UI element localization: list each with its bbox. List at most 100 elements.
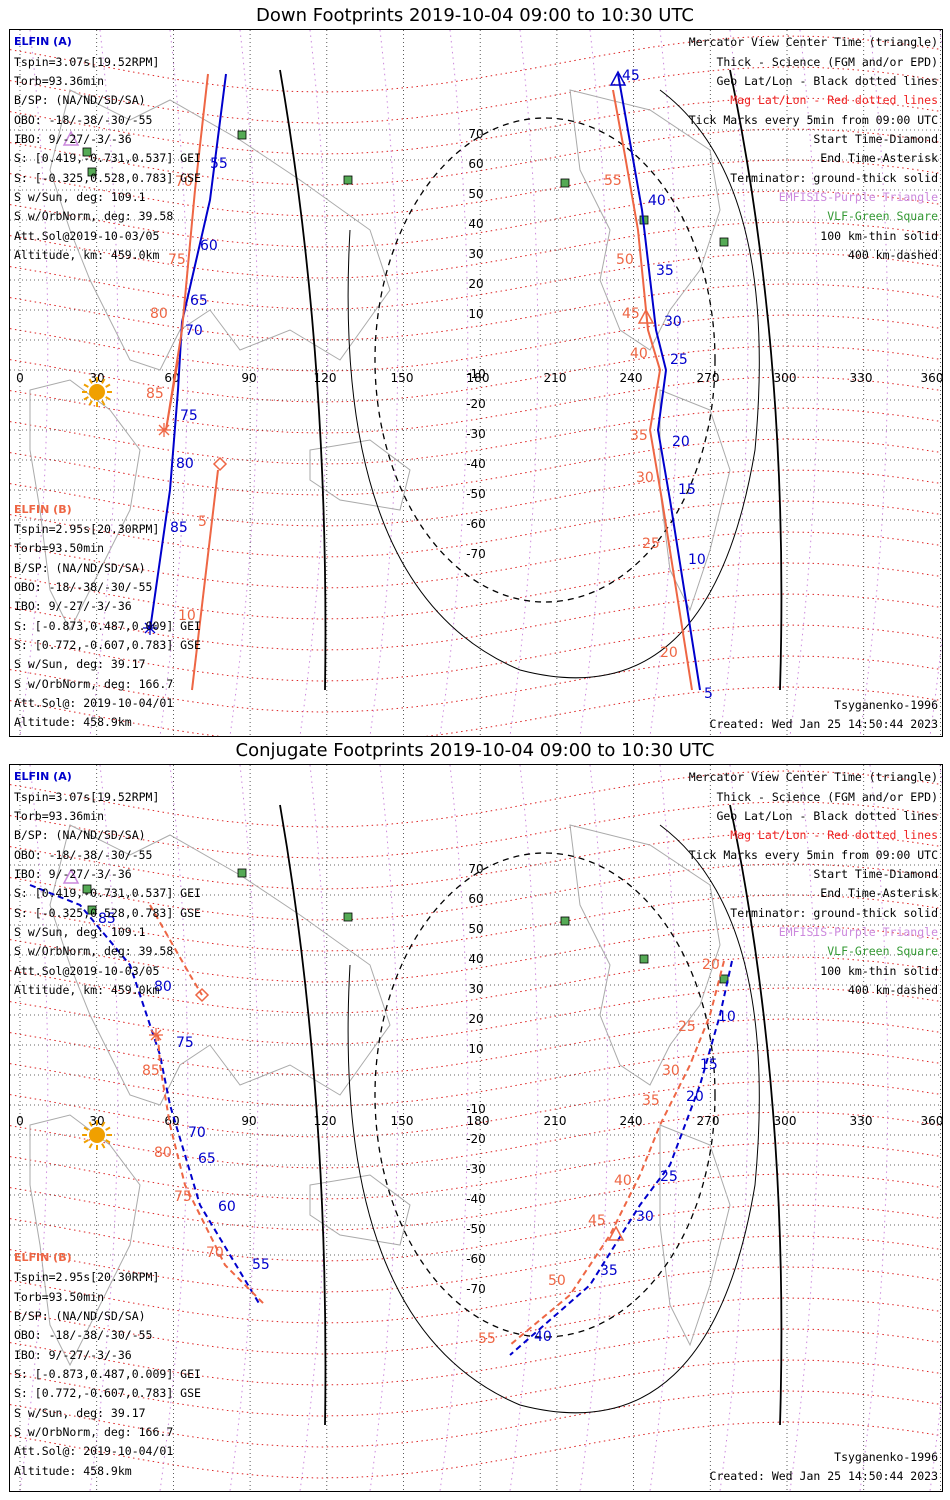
elfin-a-tick-label: 30 <box>664 314 682 330</box>
legend-item: Terminator: ground-thick solid <box>730 906 938 920</box>
emfisis-triangle-icon <box>62 130 80 146</box>
lon-label: 180 <box>467 371 490 385</box>
elfin-b-track <box>165 73 209 431</box>
elfin-b-info-line: Tspin=2.95s[20.30RPM] <box>14 522 160 536</box>
lon-label: 300 <box>774 1114 797 1128</box>
lat-label: 40 <box>468 217 483 231</box>
elfin-a-tick-label: 35 <box>600 1263 618 1279</box>
legend-item: Start Time-Diamond <box>813 132 938 146</box>
elfin-a-info-line: Torb=93.36min <box>14 74 105 88</box>
elfin-b-info-line: S w/OrbNorm, deg: 166.7 <box>14 677 174 691</box>
mag-lon-line <box>89 765 119 1491</box>
mag-lon-line <box>789 765 819 1491</box>
model-label: Tsyganenko-1996 <box>834 698 938 712</box>
elfin-b-tick-label: 85 <box>146 386 164 402</box>
elfin-b-tick-label: 50 <box>548 1273 566 1289</box>
vlf-square-icon <box>82 884 92 894</box>
elfin-b-tick-label: 55 <box>604 173 622 189</box>
lat-label: -40 <box>466 457 486 471</box>
lon-label: 270 <box>697 371 720 385</box>
panel-title: Down Footprints 2019-10-04 09:00 to 10:3… <box>256 5 694 26</box>
legend-item: VLF-Green Square <box>827 944 938 958</box>
lat-label: 60 <box>468 157 483 171</box>
elfin-b-tick-label: 5 <box>198 514 207 530</box>
map-panel-conjugate: 0 30 60 90 120 150 180 210 240 270 300 330 360 70 60 50… <box>9 764 943 1492</box>
lat-label: -50 <box>466 1222 486 1236</box>
elfin-a-info-line: S w/Sun, deg: 109.1 <box>14 925 146 939</box>
lon-label: 120 <box>314 1114 337 1128</box>
elfin-a-tick-label: 40 <box>534 1329 552 1345</box>
legend-item: Start Time-Diamond <box>813 867 938 881</box>
elfin-b-tick-label: 85 <box>142 1063 160 1079</box>
lat-label: -30 <box>466 1162 486 1176</box>
elfin-a-info-line: S: [-0.325,0.528,0.783] GSE <box>14 171 201 185</box>
lat-label: 20 <box>468 277 483 291</box>
elfin-b-tick-label: 35 <box>630 428 648 444</box>
mag-lon-line <box>509 765 539 1491</box>
panel-title: Conjugate Footprints 2019-10-04 09:00 to… <box>235 740 715 761</box>
lat-label: 50 <box>468 922 483 936</box>
legend-item: Mag Lat/Lon - Red dotted lines <box>730 93 938 107</box>
elfin-b-tick-label: 50 <box>616 252 634 268</box>
mag-lon-line <box>719 765 749 1491</box>
elfin-b-info-line: B/SP: (NA/ND/SD/SA) <box>14 561 146 575</box>
elfin-b-info-line: S: [0.772,-0.607,0.783] GSE <box>14 1386 201 1400</box>
elfin-b-tick-label: 70 <box>206 1245 224 1261</box>
elfin-a-tick-label: 20 <box>686 1089 704 1105</box>
start-diamond-icon <box>194 987 210 1003</box>
lon-label: 240 <box>620 371 643 385</box>
mag-lon-line <box>19 765 49 1491</box>
elfin-a-tick-label: 80 <box>176 456 194 472</box>
elfin-b-track <box>191 469 219 691</box>
elfin-a-tick-label: 65 <box>190 293 208 309</box>
legend-item: Geo Lat/Lon - Black dotted lines <box>716 809 938 823</box>
mag-lon-line <box>439 30 469 736</box>
map-canvas: 0 30 60 90 120 150 180 210 240 270 300 330 360 70 60 50… <box>10 30 942 736</box>
mag-lon-line <box>369 765 399 1491</box>
elfin-a-tick-label: 45 <box>622 68 640 84</box>
fov-100km-solid <box>347 824 760 1414</box>
elfin-a-info-line: OBO: -18/-38/-30/-55 <box>14 113 153 127</box>
lat-label: 30 <box>468 982 483 996</box>
elfin-a-track <box>149 73 227 631</box>
elfin-b-tick-label: 10 <box>178 608 196 624</box>
elfin-b-info-line: Torb=93.50min <box>14 1290 105 1304</box>
elfin-b-info-line: B/SP: (NA/ND/SD/SA) <box>14 1309 146 1323</box>
elfin-a-tick-label: 30 <box>636 1209 654 1225</box>
lat-label: 20 <box>468 1012 483 1026</box>
legend-item: Thick - Science (FGM and/or EPD) <box>716 790 938 804</box>
legend-item: 100 km-thin solid <box>820 229 938 243</box>
elfin-a-tick-label: 25 <box>670 352 688 368</box>
elfin-a-info-line: S: [0.419,-0.731,0.537] GEI <box>14 151 201 165</box>
legend-item: Geo Lat/Lon - Black dotted lines <box>716 74 938 88</box>
end-asterisk-icon <box>149 1028 163 1042</box>
legend-item: End Time-Asterisk <box>820 886 938 900</box>
legend-item: Tick Marks every 5min from 09:00 UTC <box>688 113 938 127</box>
lat-label: -70 <box>466 547 486 561</box>
elfin-b-track <box>157 1034 266 1306</box>
vlf-square-icon <box>719 237 729 247</box>
legend-item: EMFISIS-Purple Triangle <box>778 190 938 204</box>
elfin-a-track <box>29 884 261 1306</box>
elfin-a-track <box>509 960 733 1356</box>
coastline <box>309 439 411 511</box>
lat-label: -10 <box>466 367 486 381</box>
elfin-b-info-line: Tspin=2.95s[20.30RPM] <box>14 1270 160 1284</box>
mag-lon-line <box>579 765 609 1491</box>
lat-label: -30 <box>466 427 486 441</box>
elfin-b-info-line: OBO: -18/-38/-30/-55 <box>14 1328 153 1342</box>
elfin-b-info-line: S w/Sun, deg: 39.17 <box>14 657 146 671</box>
lon-label: 240 <box>620 1114 643 1128</box>
coastline <box>29 379 141 632</box>
lat-label: -60 <box>466 517 486 531</box>
elfin-a-info-line: Altitude, km: 459.0km <box>14 248 160 262</box>
lon-label: 90 <box>241 371 256 385</box>
lon-label: 90 <box>241 1114 256 1128</box>
model-label: Tsyganenko-1996 <box>834 1450 938 1464</box>
created-label: Created: Wed Jan 25 14:50:44 2023 <box>709 1469 938 1483</box>
lat-label: -50 <box>466 487 486 501</box>
elfin-a-header: ELFIN (A) <box>14 770 72 783</box>
lat-label: -20 <box>466 397 486 411</box>
elfin-b-info-line: Altitude: 458.9km <box>14 715 132 729</box>
elfin-b-info-line: Att.Sol@: 2019-10-04/01 <box>14 696 174 710</box>
